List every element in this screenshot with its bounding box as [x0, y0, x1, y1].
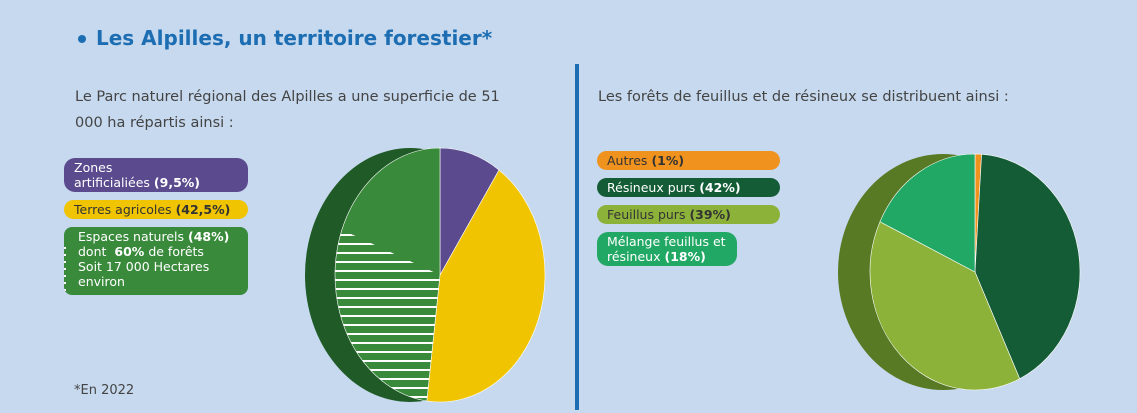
annotation-text: dont — [78, 244, 107, 259]
legend-label: Résineux purs — [607, 180, 696, 195]
pie-slice — [869, 221, 1021, 391]
legend-item: Terres agricoles (42,5%) — [64, 200, 248, 219]
legend-item: Mélange feuillus et résineux (18%) — [597, 232, 737, 266]
title: Les Alpilles, un territoire forestier* — [96, 26, 493, 50]
legend: Zones artificialiées (9,5%) Terres agricol… — [64, 158, 248, 303]
legend: Autres (1%) Résineux purs (42%) Feuillus pur… — [597, 151, 780, 274]
legend-label: Terres agricoles — [74, 202, 172, 217]
legend-item: Zones artificialiées (9,5%) — [64, 158, 248, 192]
legend-value: (42,5%) — [175, 202, 231, 217]
pie-slice — [974, 153, 1081, 380]
legend-label: Zones artificialiées — [74, 160, 150, 190]
pie-slice — [879, 153, 976, 273]
legend-value: (42%) — [699, 180, 741, 195]
forest-hatch — [334, 229, 440, 401]
annotation-line: environ — [78, 274, 125, 289]
legend-value: (1%) — [651, 153, 685, 168]
legend-label: Espaces naturels — [78, 229, 184, 244]
legend-label: Mélange feuillus et résineux — [607, 234, 726, 264]
pie-slice — [426, 169, 546, 403]
legend-value: (39%) — [689, 207, 731, 222]
annotation-text: de forêts — [148, 244, 204, 259]
legend-value: (18%) — [664, 249, 706, 264]
pie-slice — [439, 147, 500, 277]
legend-label: Feuillus purs — [607, 207, 686, 222]
divider — [575, 64, 579, 410]
title-bullet — [78, 35, 86, 43]
intro: Le Parc naturel régional des Alpilles a … — [75, 89, 500, 131]
footnote: *En 2022 — [74, 383, 135, 398]
annotation: dont 60% de forêts — [78, 244, 238, 259]
legend-item: Feuillus purs (39%) — [597, 205, 780, 224]
intro: Les forêts de feuillus et de résineux se… — [598, 89, 1009, 105]
legend-value: (48%) — [188, 229, 230, 244]
legend-label: Autres — [607, 153, 648, 168]
annotation-value: 60% — [114, 244, 145, 259]
legend-item: Autres (1%) — [597, 151, 780, 170]
legend-item: Résineux purs (42%) — [597, 178, 780, 197]
legend-item: Espaces naturels (48%) dont 60% de forêts Soi… — [64, 227, 248, 295]
legend-value: (9,5%) — [153, 175, 200, 190]
annotation-line: Soit 17 000 Hectares — [78, 259, 210, 274]
